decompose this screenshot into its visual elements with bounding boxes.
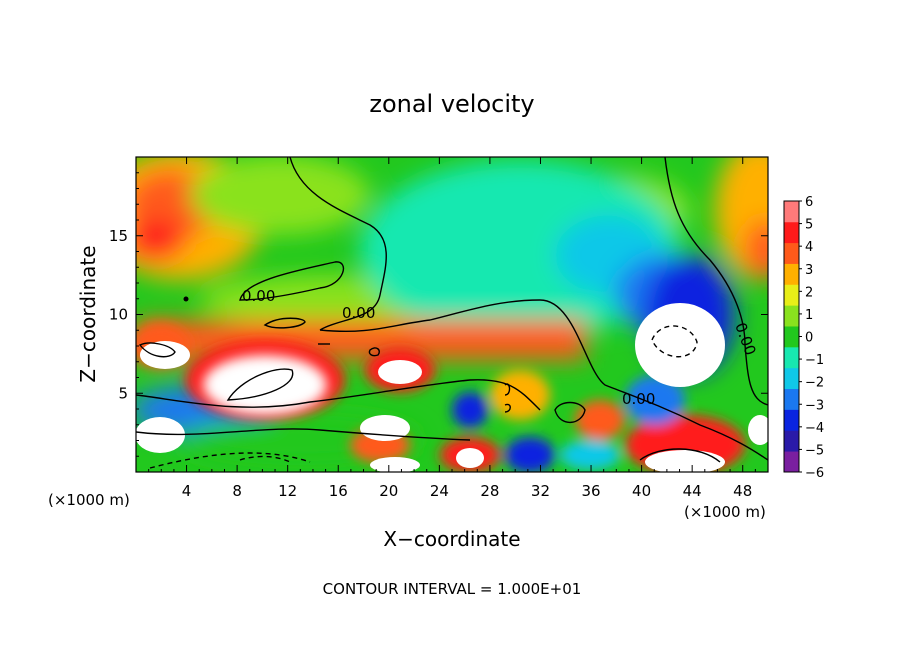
colorbar-swatch (784, 326, 799, 348)
colorbar-swatch (784, 367, 799, 390)
colorbar-label: −5 (805, 443, 824, 458)
colorbar-swatch (784, 409, 799, 431)
heatmap-field (136, 157, 768, 472)
colorbar: −6 −5 −4 −3 −2 −1 0 1 2 3 4 5 6 (783, 195, 824, 481)
y-tick-label: 15 (109, 227, 128, 245)
y-axis-label: Z−coordinate (76, 245, 100, 382)
x-tick-label: 40 (632, 482, 651, 500)
colorbar-label: 0 (805, 331, 813, 346)
colorbar-label: −3 (805, 398, 824, 413)
chart-title: zonal velocity (369, 90, 534, 118)
colorbar-label: 3 (805, 263, 813, 278)
x-tick-label: 8 (232, 482, 242, 500)
contour-lines (136, 157, 768, 469)
colorbar-swatch (784, 305, 799, 327)
colorbar-swatch (784, 451, 799, 473)
colorbar-swatch (784, 346, 799, 369)
colorbar-swatch (784, 388, 799, 410)
colorbar-label: −4 (805, 421, 824, 436)
colorbar-swatch (784, 430, 799, 452)
colorbar-label: 6 (805, 195, 813, 210)
x-axis-label: X−coordinate (383, 527, 520, 551)
contour-label: 0.00 (242, 287, 275, 305)
y-axis: 5 10 15 (109, 172, 768, 457)
x-tick-label: 28 (480, 482, 499, 500)
x-tick-label: 24 (430, 482, 449, 500)
x-tick-label: 48 (733, 482, 752, 500)
x-tick-label: 32 (531, 482, 550, 500)
colorbar-swatch (784, 263, 799, 285)
colorbar-label: 1 (805, 308, 813, 323)
contour-label-group: 0.00 0.00 0.00 0.00 (242, 287, 760, 408)
colorbar-label: −6 (805, 466, 824, 481)
colorbar-swatch (784, 284, 799, 306)
x-unit-left: (×1000 m) (48, 491, 130, 509)
x-tick-label: 12 (278, 482, 297, 500)
x-tick-label: 20 (379, 482, 398, 500)
x-tick-label: 16 (329, 482, 348, 500)
y-tick-label: 10 (109, 306, 128, 324)
colorbar-swatch (784, 201, 799, 223)
x-tick-label: 36 (581, 482, 600, 500)
colorbar-label: −2 (805, 376, 824, 391)
x-unit-right: (×1000 m) (684, 503, 766, 521)
x-axis: 4 8 12 16 20 24 28 32 36 40 44 48 (148, 157, 756, 500)
colorbar-swatch (784, 221, 799, 244)
colorbar-label: 4 (805, 240, 813, 255)
colorbar-label: 5 (805, 218, 813, 233)
colorbar-swatch (784, 242, 799, 264)
colorbar-label: −1 (805, 353, 824, 368)
colorbar-label: 2 (805, 285, 813, 300)
x-tick-label: 4 (182, 482, 192, 500)
contour-interval-note: CONTOUR INTERVAL = 1.000E+01 (323, 580, 582, 598)
contour-marker (183, 296, 189, 302)
contour-label: 0.00 (622, 390, 655, 408)
y-tick-label: 5 (118, 384, 128, 402)
x-tick-label: 44 (683, 482, 702, 500)
contour-label: 0.00 (342, 304, 375, 322)
